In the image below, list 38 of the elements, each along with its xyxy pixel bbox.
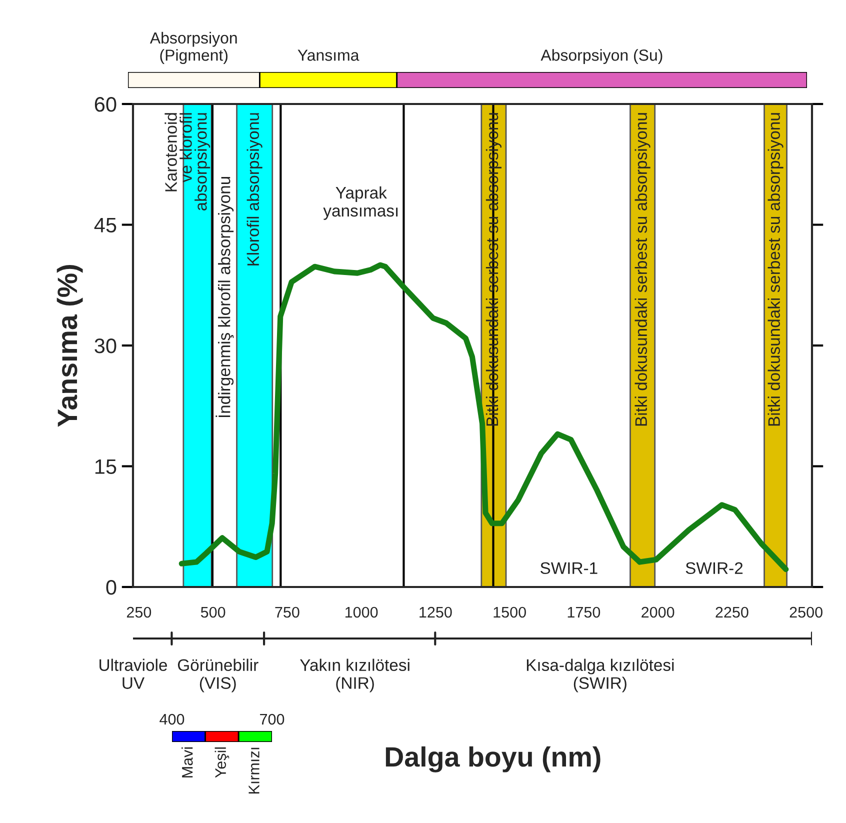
- band-label: Karotenoid ve klorofil absorpsiyonu: [164, 113, 210, 210]
- annotation: Yaprak yansıması: [323, 186, 398, 220]
- band-label: Klorofil absorpsiyonu: [246, 113, 262, 266]
- text: 700: [260, 714, 284, 725]
- x-tick-label: 250: [126, 606, 152, 618]
- series-label: Absorpsiyon (Pigment): [150, 32, 237, 64]
- y-tick-label: 60: [94, 97, 116, 112]
- band-label: Bitki dokusundaki serbest su absorpsiyonu: [634, 113, 650, 426]
- y-tick-label: 15: [95, 459, 116, 474]
- text: Görünebilir (VIS): [178, 658, 258, 692]
- y-tick-label: 45: [94, 218, 116, 233]
- annotation: SWIR-1: [540, 562, 598, 574]
- annotation: SWIR-2: [686, 562, 743, 574]
- x-tick-label: 1500: [494, 606, 526, 618]
- x-tick-label: 2000: [642, 606, 674, 618]
- y-tick-label: 0: [106, 580, 116, 595]
- x-axis-title: Dalga boyu (nm): [386, 746, 600, 772]
- band-label: Bitki dokusundaki serbest su absorpsiyonu: [486, 113, 502, 426]
- text: 400: [160, 714, 184, 725]
- x-tick-label: 1000: [345, 606, 378, 618]
- band-label: Bitki dokusundaki serbest su absorpsiyonu: [768, 113, 784, 426]
- x-tick-label: 750: [275, 606, 300, 618]
- series-label: Absorpsiyon (Su): [540, 49, 662, 64]
- text: Yeşil: [214, 747, 230, 778]
- x-tick-label: 1750: [568, 606, 600, 618]
- text: Yakın kızılötesi (NIR): [300, 658, 410, 692]
- x-tick-label: 2500: [790, 606, 822, 618]
- y-tick-label: 30: [94, 338, 116, 354]
- series-label: Yansıma: [298, 50, 360, 61]
- y-axis-title: Yansıma (%): [56, 265, 83, 427]
- annotation: İndirgenmiş klorofil absorpsiyonu: [216, 176, 234, 418]
- x-tick-label: 500: [200, 606, 226, 618]
- text: Kırmızı: [248, 748, 260, 794]
- text: Ultraviole UV: [100, 658, 167, 689]
- x-tick-label: 1250: [420, 606, 452, 618]
- x-tick-label: 2250: [716, 606, 748, 618]
- text: Mavi: [182, 747, 193, 778]
- text: Kısa-dalga kızılötesi (SWIR): [526, 658, 674, 692]
